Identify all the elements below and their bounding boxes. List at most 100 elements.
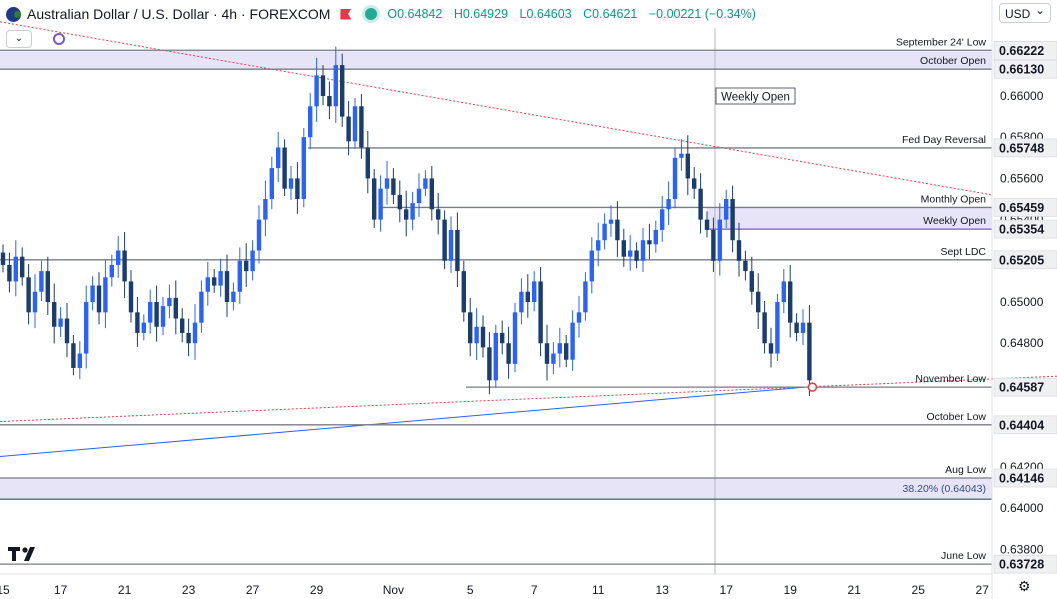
candle-body-109 <box>698 188 703 220</box>
x-tick-label-8: 7 <box>531 583 538 597</box>
candle-body-51 <box>327 95 332 107</box>
candle-body-18 <box>116 250 121 265</box>
x-tick-label-2: 21 <box>118 583 132 597</box>
candle-body-126 <box>807 322 812 381</box>
candle-body-57 <box>365 147 370 179</box>
price-tag-3: 0.65459 <box>999 201 1044 215</box>
candle-body-113 <box>724 199 729 220</box>
y-tick-label-5: 0.64800 <box>1000 336 1044 350</box>
x-tick-label-9: 11 <box>592 583 605 597</box>
candle-body-27 <box>173 297 178 319</box>
candle-body-23 <box>148 302 153 323</box>
candle-body-100 <box>640 240 646 261</box>
price-tag-bg-3 <box>993 198 1057 217</box>
candle-body-3 <box>20 256 25 278</box>
support-trendline <box>0 386 806 458</box>
candle-body-5 <box>32 291 38 313</box>
candle-body-106 <box>679 153 684 158</box>
x-tick-label-0: 15 <box>0 583 10 597</box>
candle-body-89 <box>570 322 575 360</box>
candle-body-56 <box>359 106 364 148</box>
candle-body-58 <box>372 178 377 220</box>
candle-body-123 <box>788 281 793 323</box>
candle-body-22 <box>141 322 146 333</box>
red-flag-icon[interactable] <box>340 8 352 20</box>
candle-body-118 <box>756 291 761 313</box>
candle-body-114 <box>730 199 735 241</box>
y-tick-label-0: 0.63800 <box>1000 542 1044 556</box>
x-tick-label-4: 27 <box>246 583 260 597</box>
candle-body-77 <box>493 332 498 381</box>
price-tag-bg-1 <box>993 59 1057 79</box>
candle-body-34 <box>218 271 223 286</box>
candle-body-30 <box>192 322 198 344</box>
candle-body-67 <box>429 178 434 210</box>
x-tick-label-13: 21 <box>848 583 862 597</box>
low-value: L0.64603 <box>519 7 572 21</box>
candle-body-42 <box>269 168 274 200</box>
candle-body-20 <box>128 281 134 313</box>
candle-body-24 <box>154 302 159 327</box>
candle-body-124 <box>794 322 799 333</box>
y-tick-label-6: 0.65000 <box>1000 295 1044 309</box>
alert-clock-icon <box>807 382 818 392</box>
candle-body-112 <box>717 219 722 261</box>
x-tick-label-14: 25 <box>912 583 926 597</box>
price-tag-bg-5 <box>993 250 1057 270</box>
price-tag-1: 0.66130 <box>999 63 1044 77</box>
x-tick-label-7: 5 <box>467 583 474 597</box>
price-tag-2: 0.65748 <box>999 141 1044 155</box>
price-tag-bg-0 <box>993 40 1057 60</box>
candle-body-43 <box>276 147 281 169</box>
price-tag-8: 0.64146 <box>999 471 1044 485</box>
level-label-5: Sept LDC <box>940 246 986 258</box>
candle-body-91 <box>583 281 588 313</box>
candle-body-68 <box>436 209 441 220</box>
market-open-dot-icon <box>365 8 378 20</box>
candle-body-26 <box>167 297 172 307</box>
candle-body-105 <box>672 157 678 200</box>
candle-body-119 <box>762 312 767 344</box>
candle-body-78 <box>500 332 505 344</box>
symbol-title[interactable]: Australian Dollar / U.S. Dollar · 4h · F… <box>27 6 331 22</box>
candle-body-110 <box>704 219 710 230</box>
cursor-marker-icon <box>53 33 65 45</box>
price-tag-bg-9 <box>993 554 1057 574</box>
candle-body-117 <box>749 271 754 292</box>
candle-body-21 <box>135 312 140 333</box>
candle-body-104 <box>666 199 671 210</box>
aud-usd-flag-icon <box>6 6 21 22</box>
price-tag-bg-2 <box>993 138 1057 158</box>
price-tag-0: 0.66222 <box>999 44 1044 58</box>
candle-body-25 <box>160 306 166 327</box>
level-label-0: September 24' Low <box>896 36 987 48</box>
candle-body-29 <box>186 332 191 344</box>
candle-body-111 <box>711 229 716 261</box>
candle-body-64 <box>410 203 415 220</box>
candle-body-31 <box>199 291 204 323</box>
x-tick-label-5: 29 <box>310 583 324 597</box>
candle-body-84 <box>538 281 543 344</box>
candle-body-4 <box>26 277 31 313</box>
level-label-8: Aug Low <box>945 464 986 476</box>
chevron-down-icon[interactable]: ⌄ <box>6 30 32 48</box>
level-label-2: Fed Day Reversal <box>902 134 986 146</box>
candle-body-8 <box>52 302 57 327</box>
tradingview-logo-icon <box>8 547 35 561</box>
candle-body-72 <box>461 271 466 313</box>
candle-body-75 <box>480 326 486 348</box>
candle-body-54 <box>346 116 351 142</box>
level-label-6: November Low <box>915 373 986 385</box>
candle-body-38 <box>244 260 249 272</box>
candle-body-28 <box>180 318 185 333</box>
candle-body-97 <box>621 240 626 257</box>
candle-body-48 <box>308 106 313 138</box>
currency-select[interactable]: USD <box>999 0 1051 23</box>
zone-monthly-weekly <box>707 207 992 230</box>
x-tick-label-6: Nov <box>383 583 404 597</box>
gear-icon[interactable]: ⚙ <box>1018 578 1031 594</box>
x-tick-label-3: 23 <box>182 583 196 597</box>
candle-body-65 <box>416 188 422 204</box>
level-label-9: 38.20% (0.64043) <box>903 483 986 495</box>
